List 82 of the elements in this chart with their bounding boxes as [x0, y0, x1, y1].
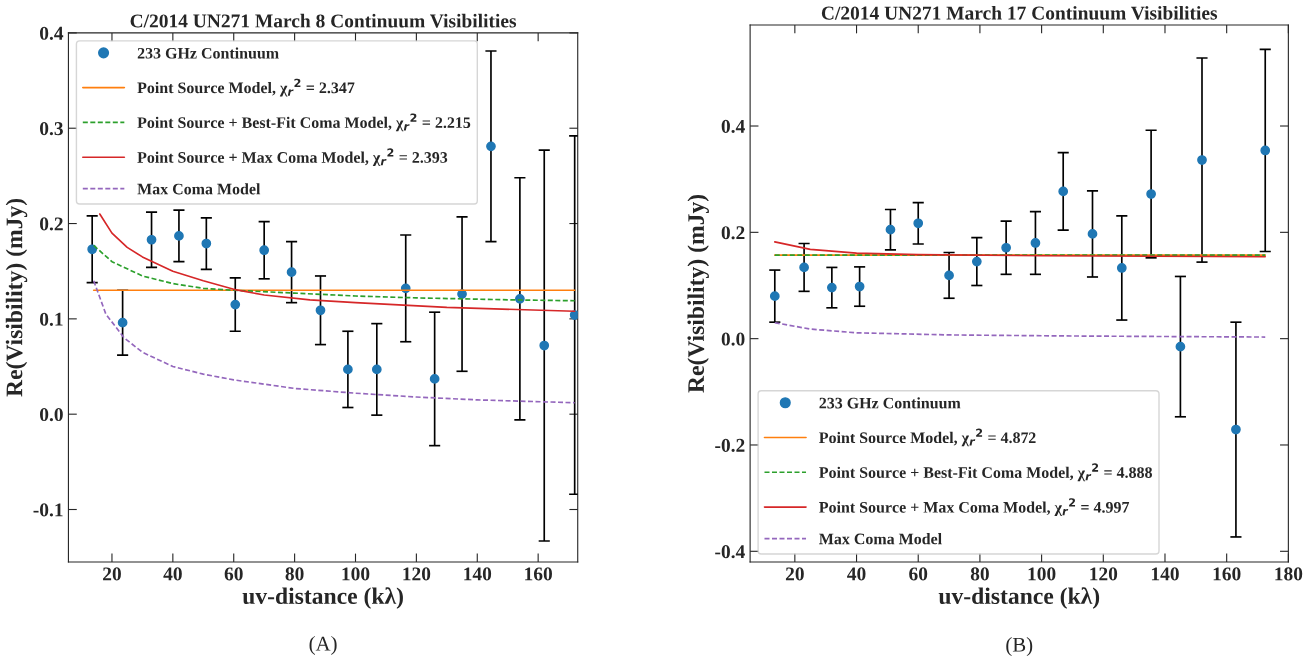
point [343, 364, 353, 375]
point [885, 224, 896, 235]
point [854, 281, 865, 292]
x-tick-label: 20 [103, 567, 121, 581]
x-tick-label: 20 [785, 567, 804, 581]
x-axis-title: uv-distance (kλ) [242, 587, 403, 609]
point [1030, 238, 1041, 248]
legend-label: Point Source + Max Coma Model, χ$_{r}$$^{2}$ = 2.393 [137, 148, 448, 167]
point [944, 270, 954, 281]
y-tick-label: 0.2 [40, 217, 63, 231]
point [539, 340, 550, 351]
line-series [92, 279, 576, 404]
point [1087, 229, 1098, 239]
point [230, 299, 241, 310]
x-tick-label: 160 [1213, 567, 1241, 581]
x-tick-label: 60 [909, 567, 928, 581]
text: (A) [309, 636, 337, 655]
y-tick-label: -0.4 [715, 545, 745, 559]
x-tick-label: 80 [285, 567, 304, 581]
point [971, 256, 982, 267]
point [1231, 424, 1241, 435]
legend-label: Max Coma Model [819, 533, 942, 545]
y-tick-label: 0.3 [40, 122, 63, 136]
chart-title: C/2014 UN271 March 8 Continuum Visibilities [130, 13, 517, 28]
line-series [773, 241, 1267, 258]
y-tick-label: -0.2 [715, 438, 745, 452]
point [1260, 145, 1271, 156]
point [1116, 263, 1127, 273]
point [174, 231, 184, 241]
point [371, 364, 382, 375]
point [913, 218, 924, 229]
x-tick-label: 100 [342, 567, 370, 581]
x-tick-label: 180 [1275, 567, 1303, 581]
chart-title: C/2014 UN271 March 17 Continuum Visibilities [821, 5, 1218, 20]
y-tick-label: 0.0 [40, 408, 63, 422]
point [486, 141, 496, 152]
y-tick-label: 0.2 [721, 226, 745, 240]
point [286, 267, 297, 278]
x-tick-label: 140 [1151, 567, 1179, 581]
legend-label: Point Source Model, χ$_{r}$$^{2}$ = 4.872 [819, 428, 1036, 447]
point [87, 244, 98, 255]
x-tick-label: 40 [163, 567, 182, 581]
text: (B) [1006, 637, 1033, 656]
y-tick-label: 0.0 [721, 332, 745, 346]
legend-label: Point Source Model, χ$_{r}$$^{2}$ = 2.347 [137, 78, 355, 97]
legend-label: 233 GHz Continuum [819, 397, 961, 409]
y-axis-title: Re(Visibility) (mJy) [687, 194, 709, 393]
point [799, 262, 809, 273]
x-axis-title: uv-distance (kλ) [938, 587, 1100, 609]
x-tick-label: 60 [224, 567, 243, 581]
point [146, 234, 157, 245]
y-tick-label: 0.4 [40, 26, 64, 40]
legend-label: Point Source + Best-Fit Coma Model, χ$_{r}$$^{2}$ = 4.888 [819, 463, 1152, 482]
legend-label: Max Coma Model [137, 183, 261, 195]
x-tick-label: 160 [525, 567, 552, 581]
x-tick-label: 120 [403, 567, 431, 581]
point [769, 291, 780, 301]
y-tick-label: 0.1 [40, 312, 63, 326]
point [1146, 189, 1156, 199]
y-tick-label: 0.4 [721, 119, 745, 134]
point [1001, 242, 1011, 253]
y-axis-title: Re(Visibility) (mJy) [5, 198, 28, 397]
legend-label: Point Source + Max Coma Model, χ$_{r}$$^{2}$ = 4.997 [819, 498, 1130, 516]
point [569, 310, 578, 320]
line-series [773, 321, 1267, 338]
point [259, 245, 270, 256]
x-tick-label: 120 [1090, 567, 1118, 581]
point [117, 317, 128, 328]
point [1058, 186, 1069, 197]
point [315, 305, 326, 316]
legend-label: 233 GHz Continuum [137, 47, 279, 59]
point [826, 282, 837, 293]
x-tick-label: 40 [847, 567, 866, 581]
x-tick-label: 80 [970, 567, 989, 581]
point [1175, 341, 1186, 352]
point [1197, 155, 1207, 165]
legend-label: Point Source + Best-Fit Coma Model, χ$_{r}$$^{2}$ = 2.215 [137, 113, 471, 132]
point [429, 374, 440, 384]
point [201, 238, 212, 249]
y-tick-label: -0.1 [33, 503, 63, 517]
x-tick-label: 100 [1028, 567, 1056, 581]
x-tick-label: 140 [464, 567, 492, 581]
